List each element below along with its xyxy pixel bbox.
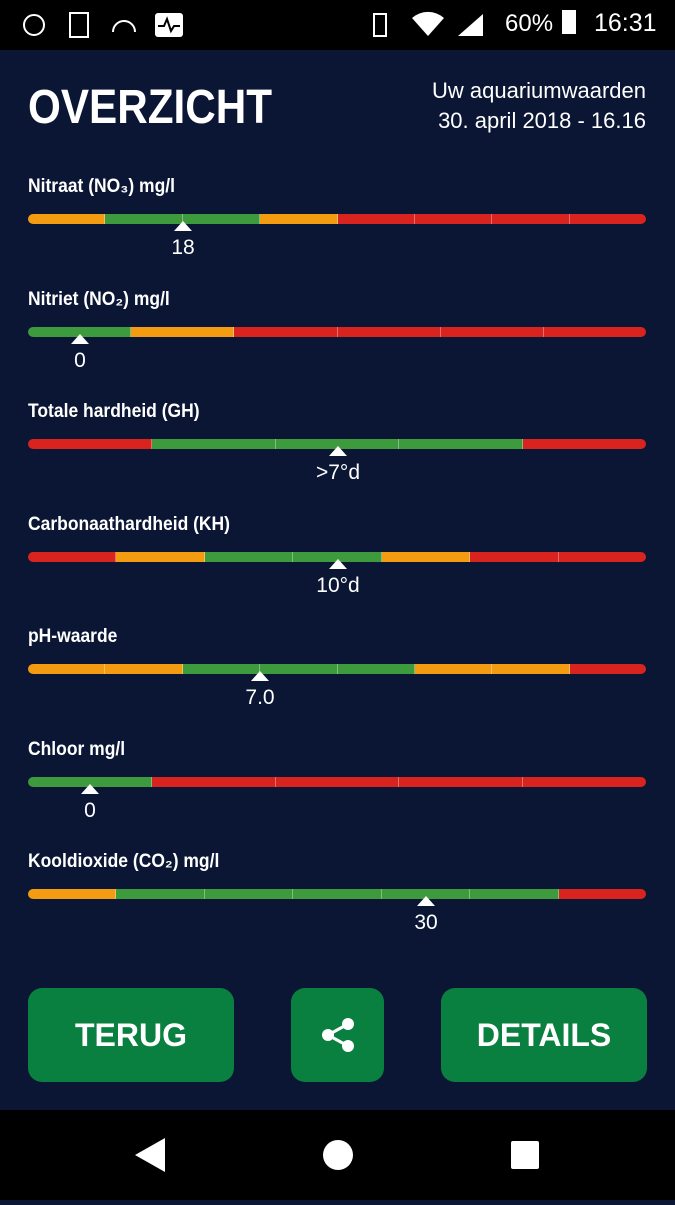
scale-segment	[116, 551, 205, 562]
scale-segment	[293, 551, 382, 562]
parameter-label: Chloor mg/l	[28, 738, 126, 760]
scale-segment	[399, 776, 524, 787]
scale-segment	[28, 776, 152, 787]
value-marker	[174, 221, 192, 231]
page-title: OVERZICHT	[28, 81, 273, 134]
nav-home[interactable]	[323, 1140, 353, 1170]
scale-segment	[414, 214, 493, 224]
scale-segment	[204, 889, 294, 899]
scale-bar	[28, 214, 646, 224]
nav-back[interactable]	[135, 1138, 165, 1172]
parameter-label: Kooldioxide (CO₂) mg/l	[28, 851, 220, 872]
scale-segment	[28, 439, 152, 449]
scale-segment	[414, 664, 493, 674]
parameter-label: Carbonaathardheid (KH)	[28, 513, 231, 535]
scale-segment	[470, 551, 559, 562]
scale-bar	[28, 326, 646, 337]
parameter-value: 30	[414, 911, 438, 934]
scale-bar	[28, 776, 646, 787]
parameter-label: Totale hardheid (GH)	[28, 401, 200, 422]
parameter-value: >7°d	[315, 461, 361, 484]
subtitle: Uw aquariumwaarden	[432, 78, 646, 103]
back-button[interactable]: TERUG	[28, 988, 234, 1082]
parameter-value: 0	[74, 348, 86, 372]
scale-segment	[275, 439, 400, 449]
scale-segment	[28, 551, 117, 562]
scale-bar	[28, 889, 646, 899]
scale-bar	[28, 439, 646, 449]
value-marker	[81, 783, 99, 794]
parameter-label: Nitraat (NO₃) mg/l	[28, 176, 175, 197]
parameter-value: 18	[171, 236, 195, 259]
scale-segment	[131, 326, 235, 337]
battery-percent: 60%	[505, 10, 554, 37]
scale-segment	[28, 214, 106, 224]
value-marker	[251, 671, 269, 681]
scale-segment	[182, 664, 261, 674]
scale-segment	[470, 889, 559, 899]
parameter-value: 10°d	[316, 573, 360, 597]
scale-bar	[28, 664, 646, 674]
scale-segment	[523, 439, 646, 449]
nav-recent[interactable]	[511, 1141, 539, 1169]
value-marker	[71, 333, 89, 344]
value-marker	[329, 446, 347, 456]
scale-segment	[275, 776, 400, 787]
date: 30. april 2018 - 16.16	[438, 108, 646, 133]
scale-segment	[28, 889, 117, 899]
parameter-label: pH-waarde	[28, 626, 118, 647]
parameter-value: 0	[84, 798, 96, 822]
scale-segment	[260, 214, 338, 224]
scale-segment	[381, 551, 471, 562]
status-bar: 60% 16:31	[0, 0, 675, 50]
value-marker	[329, 558, 347, 569]
details-button[interactable]: DETAILS	[441, 988, 647, 1082]
scale-segment	[337, 214, 415, 224]
scale-segment	[569, 214, 646, 224]
value-marker	[417, 896, 435, 906]
scale-segment	[399, 439, 524, 449]
scale-segment	[492, 214, 570, 224]
scale-segment	[260, 664, 338, 674]
scale-segment	[105, 214, 183, 224]
scale-segment	[151, 439, 276, 449]
share-button[interactable]	[291, 988, 384, 1082]
scale-segment	[151, 776, 276, 787]
scale-segment	[234, 326, 338, 337]
scale-segment	[337, 326, 441, 337]
battery-icon	[562, 10, 576, 34]
scale-segment	[543, 326, 646, 337]
scale-segment	[569, 664, 646, 674]
scale-segment	[28, 326, 132, 337]
nav-icons	[135, 1138, 539, 1172]
scale-segment	[28, 664, 106, 674]
scale-segment	[492, 664, 570, 674]
scale-segment	[337, 664, 415, 674]
scale-segment	[440, 326, 544, 337]
scale-bar	[28, 551, 646, 562]
scale-segment	[381, 889, 471, 899]
scale-segment	[182, 214, 261, 224]
scale-segment	[105, 664, 183, 674]
scale-segment	[204, 551, 294, 562]
status-icons	[23, 12, 183, 38]
scale-segment	[558, 889, 646, 899]
parameter-value: 7.0	[245, 686, 275, 709]
clock: 16:31	[594, 9, 657, 37]
system-icons	[373, 11, 483, 37]
scale-segment	[558, 551, 646, 562]
share-icon	[321, 1018, 354, 1052]
scale-segment	[116, 889, 205, 899]
parameter-label: Nitriet (NO₂) mg/l	[28, 288, 170, 310]
scale-segment	[523, 776, 646, 787]
scale-segment	[293, 889, 382, 899]
navigation-bar	[0, 1110, 675, 1200]
